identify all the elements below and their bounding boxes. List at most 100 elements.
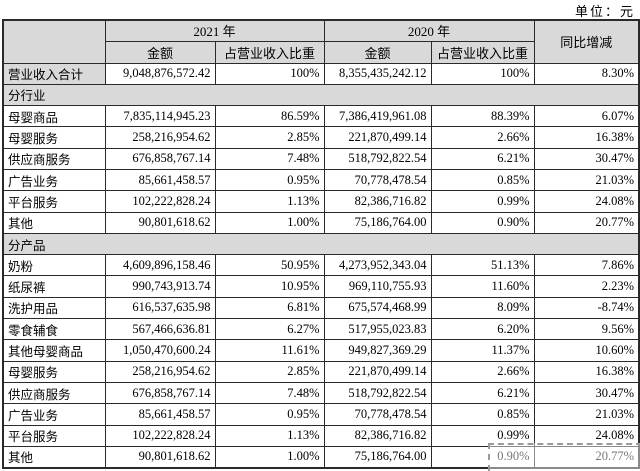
ratio-2021-cell: 1.00% <box>214 211 325 234</box>
ratio-2020-cell: 6.20% <box>430 318 535 341</box>
section-row: 分产品 <box>2 232 640 256</box>
amount-2021-cell: 1,050,470,600.24 <box>104 339 216 362</box>
yoy-cell: 16.38% <box>533 126 640 149</box>
table-row: 奶粉 4,609,896,158.46 50.95% 4,273,952,343.04… <box>2 254 640 277</box>
ratio-2020-cell: 51.13% <box>430 254 535 277</box>
row-label: 纸尿裤 <box>2 275 106 298</box>
amount-2021-cell: 90,801,618.62 <box>104 445 216 469</box>
table-row: 其他母婴商品 1,050,470,600.24 11.61% 949,827,369.… <box>2 339 640 362</box>
yoy-header: 同比增减 <box>533 19 640 64</box>
yoy-cell: 7.86% <box>533 254 640 277</box>
table-row: 平台服务 102,222,828.24 1.13% 82,386,716.82 0.99… <box>2 190 640 213</box>
amount-2020-cell: 82,386,716.82 <box>323 424 432 447</box>
amount-2021-cell: 7,835,114,945.23 <box>104 105 216 128</box>
amount-2021-cell: 676,858,767.14 <box>104 381 216 405</box>
amount-2020-header: 金额 <box>323 40 432 64</box>
ratio-2021-cell: 0.95% <box>214 168 325 192</box>
table-row: 营业收入合计 9,048,876,572.42 100% 8,355,435,242.… <box>2 62 640 85</box>
table-row: 零食辅食 567,466,636.81 6.27% 517,955,023.83 6.2… <box>2 318 640 341</box>
table-row: 洗护用品 616,537,635.98 6.81% 675,574,468.99 8.0… <box>2 296 640 320</box>
ratio-2020-cell: 100% <box>430 62 535 85</box>
ratio-2021-cell: 1.13% <box>214 424 325 447</box>
ratio-2021-cell: 7.48% <box>214 381 325 405</box>
ratio-2021-cell: 11.61% <box>214 339 325 362</box>
ratio-2021-cell: 0.95% <box>214 403 325 426</box>
amount-2020-cell: 949,827,369.29 <box>323 339 432 362</box>
table-row: 母婴服务 258,216,954.62 2.85% 221,870,499.14 2.6… <box>2 126 640 149</box>
amount-2020-cell: 4,273,952,343.04 <box>323 254 432 277</box>
yoy-cell: -8.74% <box>533 296 640 320</box>
amount-2021-cell: 990,743,913.74 <box>104 275 216 298</box>
ratio-2020-cell: 0.90% <box>430 445 535 469</box>
amount-2021-cell: 85,661,458.57 <box>104 168 216 192</box>
ratio-2020-cell: 6.21% <box>430 147 535 170</box>
row-label: 平台服务 <box>2 424 106 447</box>
amount-2020-cell: 517,955,023.83 <box>323 318 432 341</box>
section-label: 分产品 <box>2 232 640 256</box>
corner-blank-cell <box>2 19 106 64</box>
amount-2021-cell: 4,609,896,158.46 <box>104 254 216 277</box>
yoy-cell: 20.77% <box>533 445 640 469</box>
ratio-2021-cell: 2.85% <box>214 126 325 149</box>
row-label: 广告业务 <box>2 168 106 192</box>
row-label: 供应商服务 <box>2 147 106 170</box>
table-row: 其他 90,801,618.62 1.00% 75,186,764.00 0.90% 20… <box>2 211 640 234</box>
yoy-cell: 24.08% <box>533 424 640 447</box>
table-body: 营业收入合计 9,048,876,572.42 100% 8,355,435,242.… <box>2 62 640 469</box>
yoy-cell: 30.47% <box>533 147 640 170</box>
ratio-2020-cell: 0.99% <box>430 190 535 213</box>
yoy-cell: 10.60% <box>533 339 640 362</box>
amount-2021-cell: 90,801,618.62 <box>104 211 216 234</box>
ratio-2021-header: 占营业收入比重 <box>214 40 325 64</box>
row-label: 平台服务 <box>2 190 106 213</box>
yoy-cell: 6.07% <box>533 105 640 128</box>
row-label: 营业收入合计 <box>2 62 106 85</box>
row-label: 其他 <box>2 211 106 234</box>
row-label: 广告业务 <box>2 403 106 426</box>
amount-2021-cell: 258,216,954.62 <box>104 360 216 383</box>
ratio-2020-cell: 88.39% <box>430 105 535 128</box>
ratio-2020-cell: 6.21% <box>430 381 535 405</box>
table-header: 2021 年 2020 年 同比增减 金额 占营业收入比重 金额 占营业收入比重 <box>2 19 640 64</box>
amount-2021-cell: 102,222,828.24 <box>104 424 216 447</box>
ratio-2021-cell: 100% <box>214 62 325 85</box>
year-2020-header: 2020 年 <box>323 19 535 42</box>
amount-2021-cell: 567,466,636.81 <box>104 318 216 341</box>
revenue-breakdown-table: 2021 年 2020 年 同比增减 金额 占营业收入比重 金额 占营业收入比重… <box>2 19 640 469</box>
ratio-2021-cell: 86.59% <box>214 105 325 128</box>
ratio-2021-cell: 6.81% <box>214 296 325 320</box>
amount-2020-cell: 75,186,764.00 <box>323 211 432 234</box>
amount-2021-cell: 676,858,767.14 <box>104 147 216 170</box>
row-label: 母婴服务 <box>2 360 106 383</box>
ratio-2021-cell: 2.85% <box>214 360 325 383</box>
row-label: 母婴商品 <box>2 105 106 128</box>
yoy-cell: 21.03% <box>533 403 640 426</box>
amount-2020-cell: 221,870,499.14 <box>323 126 432 149</box>
ratio-2021-cell: 1.00% <box>214 445 325 469</box>
section-row: 分行业 <box>2 83 640 107</box>
ratio-2020-cell: 0.99% <box>430 424 535 447</box>
row-label: 奶粉 <box>2 254 106 277</box>
year-2021-header: 2021 年 <box>104 19 325 42</box>
amount-2020-cell: 7,386,419,961.08 <box>323 105 432 128</box>
table-row: 广告业务 85,661,458.57 0.95% 70,778,478.54 0.85%… <box>2 168 640 192</box>
ratio-2020-cell: 11.60% <box>430 275 535 298</box>
ratio-2020-cell: 0.85% <box>430 168 535 192</box>
amount-2021-cell: 258,216,954.62 <box>104 126 216 149</box>
amount-2020-cell: 70,778,478.54 <box>323 403 432 426</box>
yoy-cell: 21.03% <box>533 168 640 192</box>
table-row: 供应商服务 676,858,767.14 7.48% 518,792,822.54 6.… <box>2 381 640 405</box>
table-row: 母婴商品 7,835,114,945.23 86.59% 7,386,419,961.… <box>2 105 640 128</box>
yoy-cell: 24.08% <box>533 190 640 213</box>
table-row: 广告业务 85,661,458.57 0.95% 70,778,478.54 0.85%… <box>2 403 640 426</box>
yoy-cell: 30.47% <box>533 381 640 405</box>
amount-2021-cell: 616,537,635.98 <box>104 296 216 320</box>
amount-2020-cell: 675,574,468.99 <box>323 296 432 320</box>
amount-2021-cell: 9,048,876,572.42 <box>104 62 216 85</box>
ratio-2021-cell: 1.13% <box>214 190 325 213</box>
ratio-2020-cell: 0.90% <box>430 211 535 234</box>
amount-2020-cell: 70,778,478.54 <box>323 168 432 192</box>
ratio-2020-cell: 2.66% <box>430 360 535 383</box>
yoy-cell: 16.38% <box>533 360 640 383</box>
amount-2020-cell: 82,386,716.82 <box>323 190 432 213</box>
